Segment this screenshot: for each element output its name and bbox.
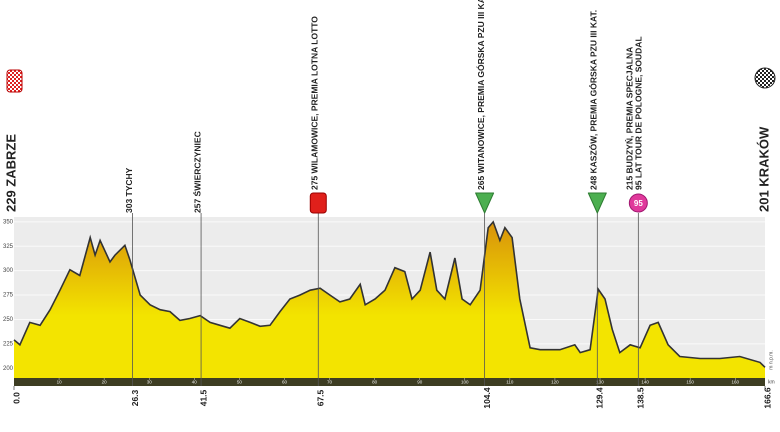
minor-tick-label: 130: [596, 380, 604, 385]
y-tick-label: 225: [3, 341, 14, 347]
waypoint-label: 275 WILAMOWICE, PREMIA LOTNA LOTTO: [310, 16, 320, 190]
elevation-line: [13, 220, 766, 368]
waypoint-label: 95 LAT TOUR DE POLOGNE, SOUDAL: [634, 36, 644, 190]
minor-tick-label: 110: [506, 380, 514, 385]
minor-tick-label: 120: [551, 380, 559, 385]
minor-tick-label: 50: [237, 380, 243, 385]
y-tick-label: 350: [3, 219, 14, 225]
waypoint-label: 248 KASZÓW, PREMIA GÓRSKA PZU III KAT.: [588, 10, 599, 190]
x-tick-label: 0.0: [11, 392, 21, 404]
x-tick-label: 41.5: [198, 389, 208, 406]
waypoint-label: 215 BUDZYŃ, PREMIA SPECJALNA: [625, 47, 635, 190]
special-badge: 95: [634, 199, 643, 208]
x-tick-label: 26.3: [130, 389, 140, 406]
minor-tick-label: 160: [731, 380, 739, 385]
waypoint-label: 257 ŚWIERCZYNIEC: [191, 131, 202, 213]
x-unit: km: [768, 379, 775, 385]
sprint-icon: [309, 192, 327, 214]
x-tick-label: 166.6: [762, 387, 772, 409]
minor-tick-label: 150: [686, 380, 694, 385]
x-tick-label: 67.5: [316, 389, 326, 406]
kom-icon: [587, 192, 607, 214]
waypoint-label: 303 TYCHY: [124, 167, 134, 213]
minor-tick-label: 40: [192, 380, 198, 385]
waypoint-label: 265 WITANOWICE, PREMIA GÓRSKA PZU III KA…: [475, 0, 486, 190]
kom-icon: [475, 192, 495, 214]
minor-tick-label: 60: [282, 380, 288, 385]
y-tick-label: 300: [3, 268, 14, 274]
y-tick-label: 200: [3, 366, 14, 372]
y-tick-label: 325: [3, 244, 14, 250]
y-unit: m n.p.m.: [768, 350, 774, 369]
y-tick-label: 275: [3, 293, 14, 299]
minor-tick-label: 80: [372, 380, 378, 385]
x-tick-label: 129.4: [595, 387, 605, 409]
finish-icon: [754, 67, 776, 89]
distance-bar: [14, 378, 765, 386]
minor-tick-label: 20: [102, 380, 108, 385]
x-tick-label: 104.4: [482, 387, 492, 409]
minor-tick-label: 70: [327, 380, 333, 385]
special-icon: [628, 193, 648, 213]
minor-tick-label: 10: [57, 380, 63, 385]
waypoint-label: 201 KRAKÓW: [756, 126, 771, 212]
y-tick-label: 250: [3, 317, 14, 323]
elevation-area: [14, 221, 765, 378]
minor-tick-label: 30: [147, 380, 153, 385]
minor-tick-label: 140: [641, 380, 649, 385]
minor-tick-label: 100: [461, 380, 469, 385]
start-icon: [6, 69, 23, 93]
waypoint-label: 229 ZABRZE: [3, 134, 18, 212]
minor-tick-label: 90: [417, 380, 423, 385]
x-tick-label: 138.5: [636, 387, 646, 409]
